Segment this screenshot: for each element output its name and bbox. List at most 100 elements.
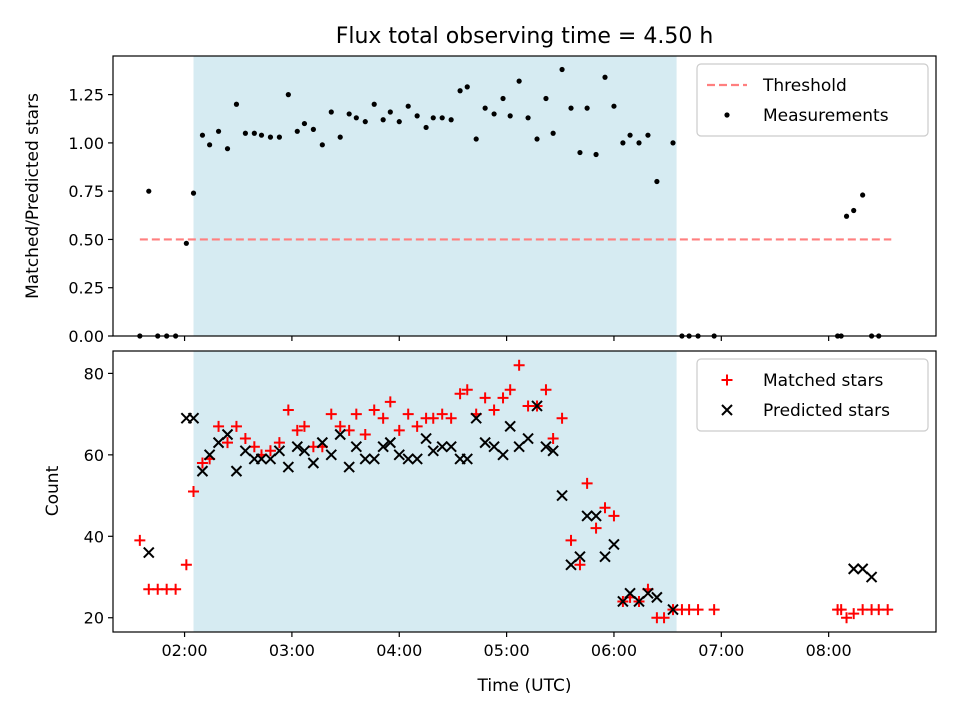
predicted-star-point — [143, 546, 155, 559]
measurement-point — [267, 134, 274, 140]
predicted-star-point — [343, 461, 355, 473]
measurement-point — [258, 132, 265, 138]
predicted-star-point — [865, 571, 878, 583]
matched-star-point — [291, 424, 303, 436]
x-tick-label: 04:00 — [376, 641, 422, 660]
matched-star-point — [230, 420, 242, 432]
measurement-point — [577, 149, 583, 156]
observing-span-layer — [193, 351, 677, 632]
matched-star-point — [180, 559, 192, 571]
y-tick-label: 1.00 — [68, 134, 104, 153]
predicted-star-point — [307, 457, 320, 469]
predicted-star-point — [420, 432, 432, 445]
matched-star-point — [264, 445, 276, 457]
matched-star-point — [298, 420, 310, 432]
y-tick-label: 60 — [84, 446, 104, 465]
predicted-star-point — [221, 428, 234, 441]
count-legend: Matched stars Predicted stars — [696, 358, 929, 432]
measurement-point — [636, 140, 642, 146]
measurement-point — [507, 113, 513, 119]
predicted-star-point — [488, 440, 500, 453]
measurement-point — [534, 136, 540, 142]
measurement-point — [387, 109, 393, 115]
legend-label: Measurements — [763, 106, 889, 126]
matched-star-point — [540, 384, 552, 396]
matched-star-point — [445, 412, 457, 424]
ratio-legend: Threshold Measurements — [696, 63, 929, 137]
measurement-point — [414, 113, 420, 119]
measurement-point — [645, 132, 651, 138]
measurement-point — [851, 207, 857, 214]
measurement-point — [448, 117, 454, 123]
predicted-star-point — [384, 436, 397, 449]
predicted-star-point — [574, 550, 586, 563]
legend-label: Predicted stars — [763, 401, 890, 421]
matched-star-point — [574, 559, 586, 571]
measurement-points-layer — [137, 66, 882, 339]
predicted-star-point — [187, 412, 200, 424]
measurement-point — [353, 115, 359, 121]
matched-star-point — [170, 583, 182, 595]
x-tick-label: 06:00 — [591, 641, 637, 660]
measurement-point — [516, 78, 522, 84]
measurement-point — [207, 142, 213, 148]
axes-frame — [112, 55, 937, 337]
predicted-star-point — [497, 449, 509, 461]
measurement-point — [423, 124, 429, 131]
matched-star-point — [479, 392, 491, 404]
measurement-point — [860, 192, 866, 198]
predicted-star-point — [856, 563, 869, 575]
predicted-star-point — [470, 412, 482, 424]
measurement-point — [670, 140, 676, 146]
measurement-point — [584, 105, 590, 111]
predicted-star-point — [359, 453, 371, 465]
measurement-point — [233, 101, 240, 107]
predicted-star-point — [291, 440, 303, 453]
predicted-star-point — [402, 453, 414, 465]
predicted-star-point — [531, 400, 543, 412]
legend-predicted-swatch — [721, 404, 733, 416]
y-tick-label: 1.25 — [68, 86, 104, 105]
predicted-star-point — [461, 453, 473, 465]
measurement-point — [362, 119, 368, 125]
measurement-point — [473, 136, 479, 142]
predicted-star-point — [624, 587, 636, 600]
measurement-point — [310, 126, 316, 132]
predicted-star-point — [556, 489, 568, 502]
matched-star-point — [581, 477, 593, 489]
measurement-point — [371, 101, 377, 107]
measurement-point — [482, 105, 488, 111]
matched-star-point — [547, 433, 559, 445]
measurement-point — [199, 132, 206, 138]
predicted-star-point — [230, 465, 243, 477]
measurement-point — [430, 115, 436, 121]
y-axis-label: Count — [43, 465, 63, 516]
measurement-point — [491, 111, 497, 117]
measurement-point — [215, 128, 222, 134]
predicted-star-point — [513, 440, 525, 453]
measurement-point — [251, 130, 257, 136]
measurement-point — [380, 117, 386, 123]
matched-star-point — [708, 604, 720, 616]
matched-star-point — [608, 510, 620, 522]
measurement-point — [464, 84, 470, 90]
predicted-star-point — [504, 420, 516, 433]
matched-star-point — [599, 502, 611, 514]
measurement-point — [337, 134, 343, 140]
matched-star-point — [658, 612, 670, 624]
matched-star-point — [368, 404, 380, 416]
predicted-star-point — [255, 453, 268, 465]
matched-star-point — [325, 408, 337, 420]
predicted-star-point — [350, 440, 363, 453]
x-tick-label: 02:00 — [162, 641, 208, 660]
predicted-star-point — [393, 449, 405, 461]
matched-star-point — [402, 408, 414, 420]
predicted-star-point — [667, 603, 679, 616]
matched-star-point — [692, 604, 704, 616]
legend-matched-swatch — [721, 374, 733, 386]
matched-star-point — [273, 437, 285, 449]
y-axis-label: Matched/Predicted stars — [23, 93, 43, 299]
x-tick-label: 03:00 — [269, 641, 315, 660]
measurement-point — [568, 105, 574, 111]
